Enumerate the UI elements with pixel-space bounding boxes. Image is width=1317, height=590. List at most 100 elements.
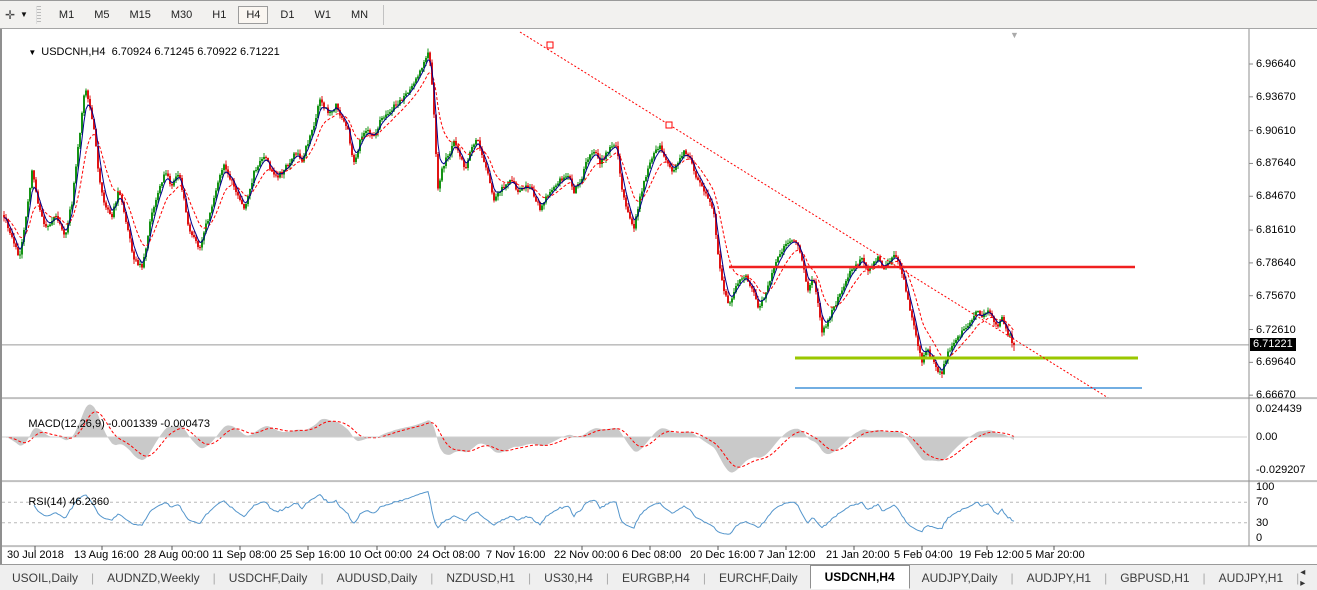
candle-body [995,322,997,325]
chart-title: ▼ USDCNH,H4 6.70924 6.71245 6.70922 6.712… [10,34,279,70]
candle-body [681,156,683,159]
candle-body [583,169,585,179]
candle-body [879,256,881,262]
timeframe-button-w1[interactable]: W1 [314,8,331,21]
candle-body [621,173,623,190]
candle-body [363,133,365,137]
macd-values: -0.001339 -0.000473 [107,418,210,430]
candle-body [205,223,207,233]
timeframe-button-m30[interactable]: M30 [170,8,193,21]
candle-body [989,310,991,314]
tab-usdcnh-h4-8[interactable]: USDCNH,H4 [809,565,910,589]
candle-body [667,159,669,164]
tab-audjpy-daily-9[interactable]: AUDJPY,Daily [921,571,998,585]
scroll-to-end-marker[interactable]: ▼ [1010,30,1019,40]
price-chart-canvas[interactable] [2,29,1317,564]
timeframe-button-m1[interactable]: M1 [58,8,75,21]
tab-eurgbp-h4-6[interactable]: EURGBP,H4 [622,571,690,585]
timeframe-button-m15[interactable]: M15 [129,8,151,21]
timeframe-button-mn[interactable]: MN [350,8,369,21]
candle-body [945,360,947,364]
candle-body [399,99,401,105]
candle-body [591,153,593,155]
timeframe-button-h1[interactable]: H1 [212,8,227,21]
tab-usdchf-daily-2[interactable]: USDCHF,Daily [228,571,308,585]
tab-separator: | [702,571,706,585]
candle-body [975,311,977,317]
tab-us30-h4-5[interactable]: US30,H4 [544,571,593,585]
price-axis-label-2: 6.90610 [1256,124,1296,137]
candle-body [539,202,541,211]
candle-body [695,171,697,178]
candle-body [177,174,179,177]
tab-scroll-arrows[interactable]: ◂ ▸ [1300,567,1314,589]
macd-main-area [4,404,1014,473]
tab-audjpy-h1-12[interactable]: AUDJPY,H1 [1218,571,1284,585]
symbol-period-label: USDCNH,H4 [41,46,106,58]
candle-body [465,167,467,169]
trendline-handle-0[interactable] [546,41,554,49]
collapse-icon[interactable]: ▼ [28,48,37,57]
candle-body [795,240,797,243]
tab-audusd-daily-3[interactable]: AUDUSD,Daily [336,571,418,585]
candle-body [385,114,387,118]
toolbar-grip[interactable] [35,5,41,24]
timeframe-button-h4[interactable]: H4 [238,5,269,24]
candle-body [905,279,907,292]
candle-body [299,153,301,159]
trendline-handle-1[interactable] [665,121,673,129]
candle-body [687,153,689,157]
rsi-scale-label-1: 70 [1256,496,1269,509]
candle-body [1001,317,1003,322]
tab-separator: | [1296,571,1300,585]
tab-eurchf-daily-7[interactable]: EURCHF,Daily [718,571,798,585]
timeframe-button-d1[interactable]: D1 [280,8,295,21]
candle-body [609,146,611,153]
candle-body [125,212,127,223]
tab-gbpusd-h1-11[interactable]: GBPUSD,H1 [1120,571,1190,585]
candle-body [911,310,913,318]
candle-body [935,362,937,367]
tab-audnzd-weekly-1[interactable]: AUDNZD,Weekly [107,571,200,585]
candle-body [311,129,313,136]
candle-body [351,143,353,155]
candle-body [589,154,591,160]
candle-body [495,196,497,201]
chart-region[interactable]: ▼ USDCNH,H4 6.70924 6.71245 6.70922 6.712… [0,29,1317,564]
candle-body [821,317,823,333]
candle-body [759,306,761,308]
candle-body [829,317,831,320]
candle-body [701,182,703,186]
candle-body [505,184,507,189]
candle-body [407,92,409,94]
candle-body [757,299,759,308]
tab-nzdusd-h1-4[interactable]: NZDUSD,H1 [446,571,516,585]
candle-body [793,240,795,242]
candle-body [107,207,109,210]
timeframe-button-m5[interactable]: M5 [94,8,110,21]
candle-body [97,146,99,169]
candle-body [253,171,255,183]
candle-body [557,183,559,186]
candle-body [877,256,879,262]
candle-body [895,254,897,258]
date-label-6: 24 Oct 08:00 [417,549,480,561]
tab-audjpy-h1-10[interactable]: AUDJPY,H1 [1026,571,1092,585]
candle-body [237,192,239,196]
chevron-down-icon[interactable]: ▼ [20,10,28,19]
candle-body [147,235,149,249]
candle-body [455,141,457,146]
candle-body [641,191,643,197]
price-axis[interactable]: 6.96640 6.93670 6.90610 6.87640 6.84670 6.816… [1250,29,1317,564]
macd-scale-label-0: 0.024439 [1256,403,1302,415]
candle-body [427,52,429,58]
descending-trendline[interactable] [519,31,1111,400]
ma-slow-line [3,71,1015,359]
candle-body [355,157,357,162]
candle-body [47,225,49,227]
tab-usoil-daily-0[interactable]: USOIL,Daily [12,571,79,585]
chart-cursor-icon[interactable]: ✛ [4,7,16,22]
candle-body [139,264,141,266]
candle-body [303,155,305,162]
candle-body [165,173,167,175]
